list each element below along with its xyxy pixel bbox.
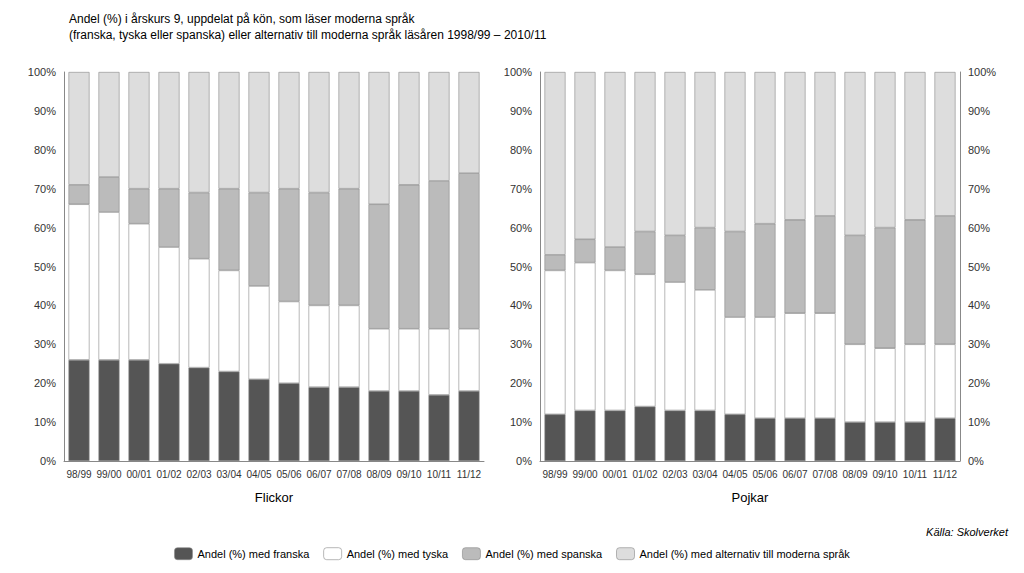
svg-text:80%: 80% [968,144,990,156]
svg-text:11/12: 11/12 [933,469,958,480]
svg-text:08/09: 08/09 [366,469,391,480]
svg-text:07/08: 07/08 [336,469,361,480]
svg-text:100%: 100% [504,66,532,78]
svg-text:01/02: 01/02 [632,469,657,480]
svg-text:09/10: 09/10 [396,469,421,480]
svg-text:0%: 0% [40,455,56,467]
svg-text:99/00: 99/00 [572,469,597,480]
svg-text:50%: 50% [968,261,990,273]
svg-text:09/10: 09/10 [872,469,897,480]
svg-text:50%: 50% [510,261,532,273]
svg-text:98/99: 98/99 [66,469,91,480]
svg-text:01/02: 01/02 [156,469,181,480]
svg-text:08/09: 08/09 [842,469,867,480]
svg-text:20%: 20% [968,377,990,389]
svg-text:00/01: 00/01 [602,469,627,480]
svg-text:20%: 20% [510,377,532,389]
svg-text:100%: 100% [28,66,56,78]
svg-text:Andel (%) med franska: Andel (%) med franska [197,548,310,560]
svg-text:10%: 10% [34,416,56,428]
svg-text:Andel (%) i årskurs 9, uppdela: Andel (%) i årskurs 9, uppdelat på kön, … [69,12,415,26]
svg-text:100%: 100% [968,66,996,78]
svg-text:30%: 30% [510,338,532,350]
svg-text:Andel (%) med spanska: Andel (%) med spanska [485,548,603,560]
svg-text:40%: 40% [34,299,56,311]
svg-text:60%: 60% [34,222,56,234]
svg-text:30%: 30% [968,338,990,350]
svg-text:02/03: 02/03 [186,469,211,480]
svg-text:05/06: 05/06 [276,469,301,480]
svg-text:0%: 0% [968,455,984,467]
svg-text:05/06: 05/06 [752,469,777,480]
svg-text:Andel (%) med alternativ till: Andel (%) med alternativ till moderna sp… [640,548,851,560]
svg-text:03/04: 03/04 [692,469,717,480]
svg-text:Källa: Skolverket: Källa: Skolverket [926,526,1009,538]
svg-text:70%: 70% [34,183,56,195]
svg-text:Pojkar: Pojkar [732,490,770,505]
svg-text:98/99: 98/99 [542,469,567,480]
svg-text:04/05: 04/05 [722,469,747,480]
svg-text:20%: 20% [34,377,56,389]
svg-text:Andel (%) med tyska: Andel (%) med tyska [347,548,449,560]
svg-text:90%: 90% [510,105,532,117]
svg-text:Flickor: Flickor [255,490,294,505]
svg-text:10/11: 10/11 [903,469,928,480]
svg-text:07/08: 07/08 [812,469,837,480]
svg-text:10%: 10% [510,416,532,428]
svg-text:(franska, tyska eller spanska): (franska, tyska eller spanska) eller alt… [69,28,547,42]
svg-text:30%: 30% [34,338,56,350]
svg-text:70%: 70% [510,183,532,195]
svg-text:40%: 40% [968,299,990,311]
svg-text:80%: 80% [34,144,56,156]
svg-text:11/12: 11/12 [457,469,482,480]
svg-text:60%: 60% [968,222,990,234]
svg-text:60%: 60% [510,222,532,234]
svg-text:02/03: 02/03 [662,469,687,480]
svg-text:06/07: 06/07 [782,469,807,480]
svg-text:10/11: 10/11 [427,469,452,480]
svg-text:70%: 70% [968,183,990,195]
svg-text:06/07: 06/07 [306,469,331,480]
svg-text:90%: 90% [968,105,990,117]
svg-text:03/04: 03/04 [216,469,241,480]
svg-text:0%: 0% [516,455,532,467]
svg-text:00/01: 00/01 [126,469,151,480]
svg-text:50%: 50% [34,261,56,273]
svg-text:40%: 40% [510,299,532,311]
svg-text:10%: 10% [968,416,990,428]
svg-text:90%: 90% [34,105,56,117]
svg-text:80%: 80% [510,144,532,156]
svg-text:99/00: 99/00 [96,469,121,480]
svg-text:04/05: 04/05 [246,469,271,480]
